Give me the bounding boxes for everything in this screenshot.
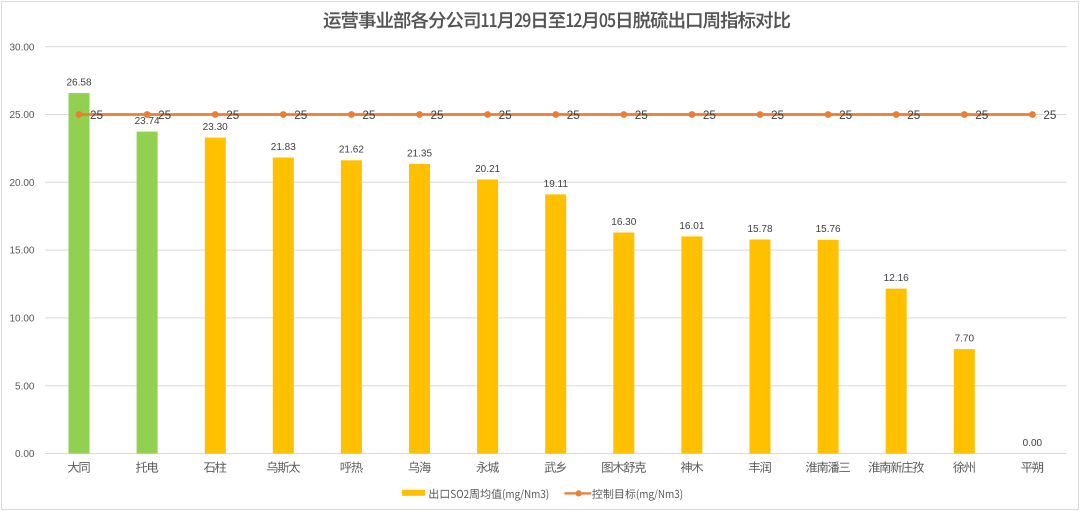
svg-text:25: 25 [839, 109, 853, 122]
svg-text:25: 25 [975, 109, 989, 122]
svg-text:5.00: 5.00 [15, 381, 35, 392]
svg-text:12.16: 12.16 [884, 273, 909, 284]
svg-text:10.00: 10.00 [9, 314, 34, 325]
svg-text:25: 25 [1043, 109, 1057, 122]
svg-text:25: 25 [294, 109, 308, 122]
svg-text:25: 25 [431, 109, 445, 122]
svg-text:15.76: 15.76 [816, 224, 841, 235]
svg-text:25: 25 [567, 109, 581, 122]
svg-text:21.83: 21.83 [271, 142, 296, 153]
svg-text:23.30: 23.30 [203, 122, 228, 133]
svg-text:30.00: 30.00 [9, 42, 34, 53]
svg-text:0.00: 0.00 [15, 449, 35, 460]
svg-text:20.00: 20.00 [9, 178, 34, 189]
svg-text:25: 25 [90, 109, 104, 122]
svg-text:25: 25 [771, 109, 785, 122]
svg-text:25: 25 [226, 109, 240, 122]
svg-text:20.21: 20.21 [475, 164, 500, 175]
svg-text:25: 25 [158, 109, 172, 122]
svg-text:25: 25 [362, 109, 376, 122]
svg-text:21.62: 21.62 [339, 145, 364, 156]
svg-text:25: 25 [703, 109, 717, 122]
svg-text:25: 25 [635, 109, 649, 122]
svg-text:15.00: 15.00 [9, 246, 34, 257]
svg-text:15.78: 15.78 [747, 224, 772, 235]
svg-text:19.11: 19.11 [544, 179, 569, 190]
svg-text:23.74: 23.74 [135, 116, 160, 127]
svg-text:0.00: 0.00 [1023, 438, 1043, 449]
svg-text:25: 25 [499, 109, 513, 122]
svg-text:25: 25 [907, 109, 921, 122]
svg-text:25.00: 25.00 [9, 110, 34, 121]
svg-text:21.35: 21.35 [407, 148, 432, 159]
svg-text:16.30: 16.30 [611, 217, 636, 228]
svg-text:7.70: 7.70 [955, 334, 975, 345]
svg-text:16.01: 16.01 [679, 221, 704, 232]
svg-text:26.58: 26.58 [66, 78, 91, 89]
